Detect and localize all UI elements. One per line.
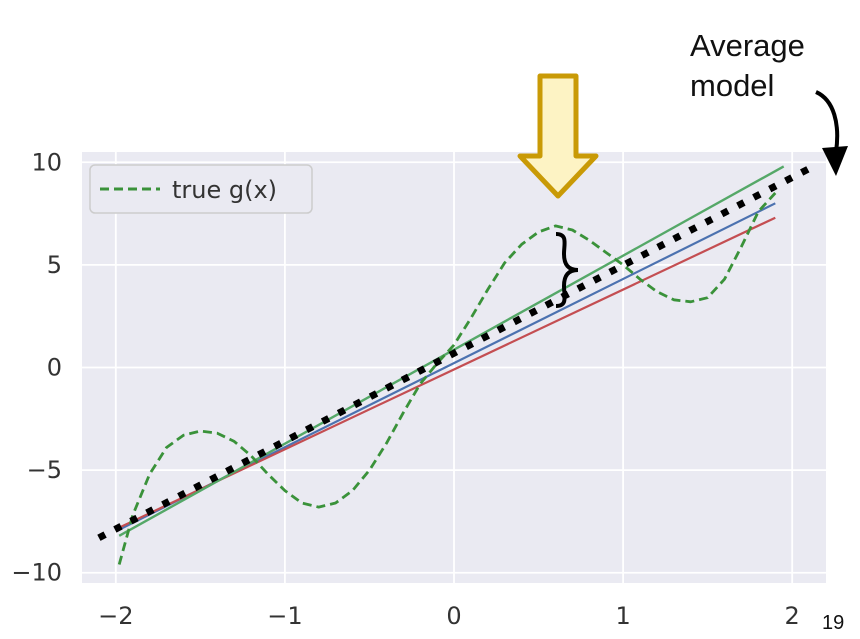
true-g-line [117, 192, 777, 565]
y-tick-label: −5 [27, 456, 62, 484]
x-tick-label: 1 [615, 602, 630, 630]
down-arrow-icon [517, 73, 599, 199]
y-tick-label: 0 [47, 354, 62, 382]
y-tick-label: 5 [47, 251, 62, 279]
grid [82, 152, 826, 583]
y-tick-label: −10 [11, 559, 62, 587]
legend-box [89, 164, 313, 214]
legend-true-label: true g(x) [172, 176, 277, 204]
x-tick-label: 2 [785, 602, 800, 630]
curved-arrow-head-icon [822, 146, 848, 176]
x-tick-label: 0 [446, 602, 461, 630]
curved-arrow-icon [815, 90, 840, 153]
page-number: 19 [822, 612, 845, 634]
x-tick-label: −2 [98, 602, 133, 630]
y-tick-label: 10 [31, 148, 62, 176]
x-tick-label: −1 [267, 602, 302, 630]
average-model-label: Average model [690, 28, 805, 103]
series-layer [97, 161, 820, 565]
brace-icon [555, 232, 579, 308]
legend: true g(x) [89, 164, 313, 214]
